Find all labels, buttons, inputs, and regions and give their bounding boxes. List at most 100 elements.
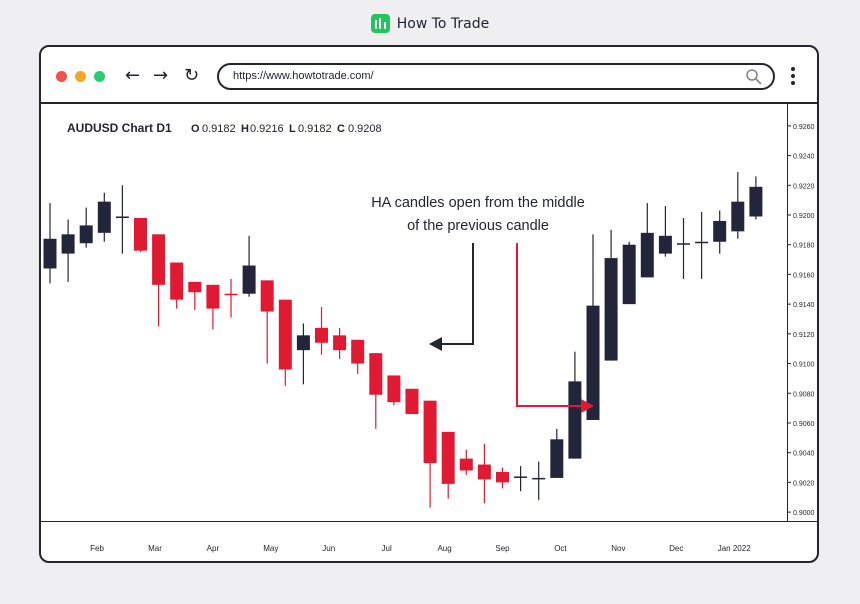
- x-tick-label: Mar: [148, 544, 162, 553]
- brand-name: How To Trade: [396, 15, 490, 32]
- ohlc-value: 0.9182: [298, 123, 332, 135]
- candle-body: [658, 235, 672, 254]
- ohlc-value: 0.9216: [250, 123, 284, 135]
- x-tick-label: Nov: [611, 544, 625, 553]
- ohlc-key: L: [289, 123, 296, 135]
- candle-body: [315, 327, 328, 343]
- y-tick-label: 0.9200: [793, 213, 815, 220]
- x-tick-label: Dec: [669, 544, 683, 553]
- candle-body: [188, 281, 202, 293]
- candle-body: [423, 400, 437, 464]
- candle-body: [405, 388, 419, 415]
- brand-header: How To Trade: [0, 14, 860, 33]
- y-tick-label: 0.9160: [793, 272, 815, 279]
- minimize-window-dot[interactable]: [75, 71, 86, 82]
- candlestick-chart: AUDUSD Chart D1 O 0.9182 H 0.9216 L 0.9182 C 0.…: [41, 104, 817, 553]
- ohlc-readout: O 0.9182 H 0.9216 L 0.9182 C 0.9208: [191, 123, 382, 135]
- x-tick-label: Jan 2022: [718, 544, 751, 553]
- candle-body: [61, 234, 75, 254]
- url-text[interactable]: https://www.howtotrade.com/: [233, 70, 374, 82]
- candle-body: [731, 201, 745, 232]
- candle-body: [677, 243, 690, 245]
- candle-body: [242, 265, 256, 294]
- y-tick-label: 0.9140: [793, 302, 815, 309]
- back-icon[interactable]: ←: [125, 65, 141, 86]
- candle-body: [369, 353, 383, 395]
- red-arrow-head: [581, 399, 594, 413]
- close-window-dot[interactable]: [56, 71, 67, 82]
- candle-body: [532, 477, 546, 480]
- candle-body: [550, 439, 564, 478]
- kebab-menu-icon[interactable]: [791, 67, 795, 88]
- candle-body: [152, 234, 166, 285]
- price-axis: 0.9260 0.9240 0.9220 0.9200 0.9180 0.9160 0.91…: [787, 124, 815, 517]
- candle-body: [586, 305, 600, 420]
- y-tick-label: 0.9240: [793, 154, 815, 161]
- candle-body: [387, 375, 401, 403]
- y-tick-label: 0.9180: [793, 243, 815, 250]
- ohlc-key: H: [241, 123, 249, 135]
- y-tick-label: 0.9080: [793, 391, 815, 398]
- candle-body: [351, 339, 365, 364]
- y-tick-label: 0.9060: [793, 421, 815, 428]
- candles: [43, 171, 763, 508]
- forward-icon[interactable]: →: [153, 65, 169, 86]
- candle-body: [568, 381, 582, 459]
- candle-body: [134, 217, 147, 251]
- candle-body: [260, 280, 274, 312]
- candle-body: [640, 232, 654, 278]
- candle-body: [459, 458, 473, 471]
- candle-body: [713, 220, 727, 242]
- annotation: HA candles open from the middle of the p…: [371, 195, 594, 413]
- candle-body: [43, 238, 57, 269]
- ohlc-value: 0.9182: [202, 123, 236, 135]
- maximize-window-dot[interactable]: [94, 71, 105, 82]
- reload-icon[interactable]: ↻: [184, 65, 200, 86]
- x-tick-label: Apr: [207, 544, 220, 553]
- y-tick-label: 0.9120: [793, 332, 815, 339]
- y-tick-label: 0.9020: [793, 480, 815, 487]
- dark-arrow-line: [439, 243, 474, 345]
- candle-body: [278, 299, 292, 370]
- annotation-line-1: HA candles open from the middle: [371, 195, 585, 211]
- candle-body: [749, 186, 763, 217]
- ohlc-key: C: [337, 123, 345, 135]
- dark-arrow-head: [429, 337, 442, 351]
- candle-body: [333, 335, 347, 351]
- candle-body: [79, 225, 93, 244]
- candle-body: [477, 464, 491, 480]
- red-arrow-line: [516, 243, 583, 407]
- candle-body: [206, 284, 220, 309]
- ohlc-key: O: [191, 123, 200, 135]
- y-tick-label: 0.9000: [793, 510, 815, 517]
- browser-toolbar: ← → ↻ https://www.howtotrade.com/: [41, 47, 817, 104]
- y-tick-label: 0.9100: [793, 362, 815, 369]
- y-tick-label: 0.9040: [793, 451, 815, 458]
- y-tick-label: 0.9260: [793, 124, 815, 131]
- annotation-line-2: of the previous candle: [407, 218, 549, 234]
- y-tick-label: 0.9220: [793, 183, 815, 190]
- candle-body: [514, 476, 528, 478]
- x-tick-label: Feb: [90, 544, 104, 553]
- x-tick-label: Aug: [437, 544, 451, 553]
- candle-body: [224, 293, 238, 296]
- magnifier-icon[interactable]: [745, 68, 763, 86]
- address-bar[interactable]: https://www.howtotrade.com/: [217, 63, 775, 90]
- ohlc-value: 0.9208: [348, 123, 382, 135]
- browser-window: ← → ↻ https://www.howtotrade.com/ AUDUSD…: [39, 45, 819, 563]
- x-tick-label: May: [263, 544, 278, 553]
- bar-chart-icon: [370, 14, 390, 33]
- x-tick-label: Sep: [495, 544, 510, 553]
- candle-body: [441, 431, 455, 484]
- candle-body: [622, 244, 636, 305]
- candle-body: [496, 471, 509, 483]
- candle-body: [115, 216, 129, 218]
- candle-body: [170, 262, 184, 300]
- candle-body: [604, 258, 618, 361]
- candle-body: [97, 201, 111, 233]
- x-tick-label: Jul: [382, 544, 392, 553]
- time-axis: Feb Mar Apr May Jun Jul Aug Sep Oct Nov Dec Jan 202…: [90, 544, 751, 553]
- candle-body: [296, 335, 310, 351]
- chart-title: AUDUSD Chart D1: [67, 121, 172, 135]
- candle-body: [695, 241, 709, 244]
